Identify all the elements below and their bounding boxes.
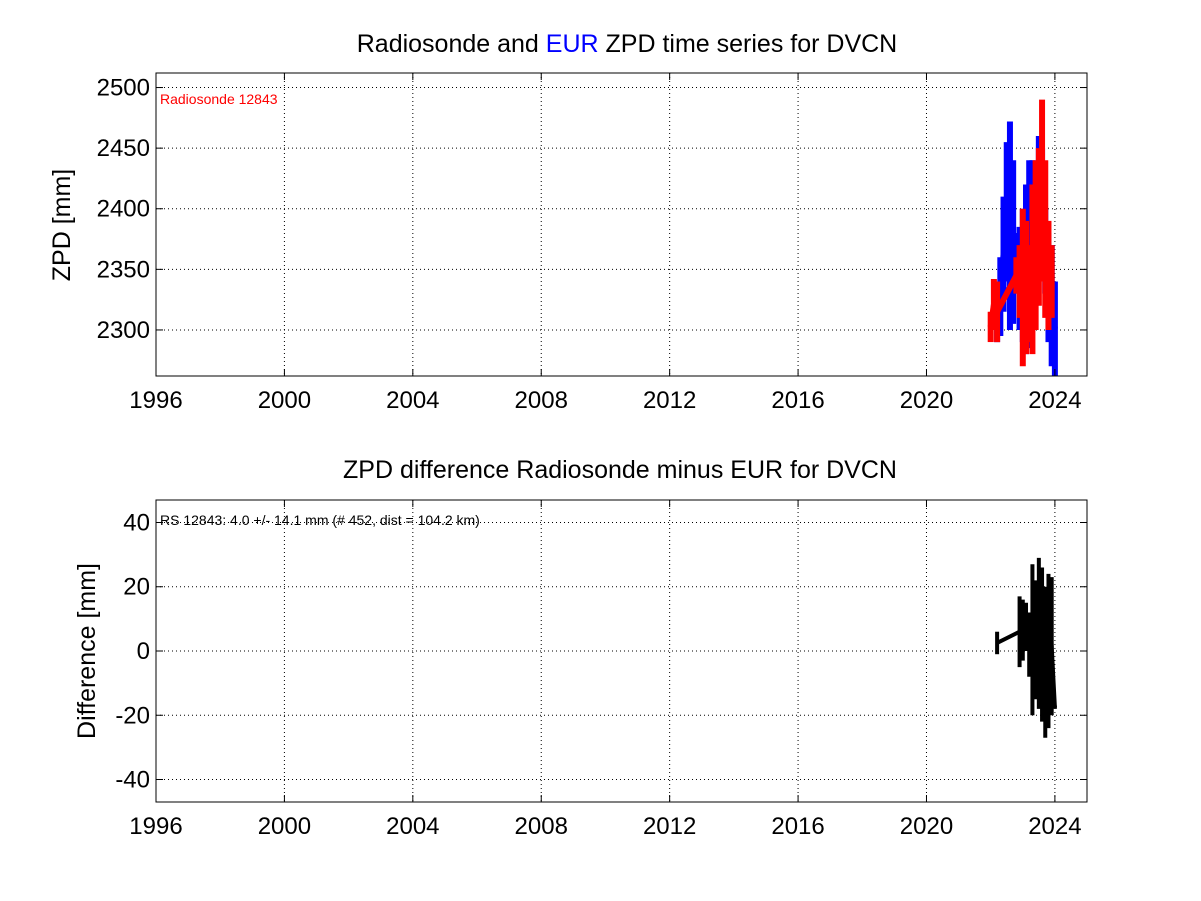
top-title-part-3: ZPD time series for DVCN [599,30,898,58]
top-y-tick-label: 2500 [97,75,150,102]
top-y-tick-label: 2400 [97,196,150,223]
top-y-tick-label: 2350 [97,256,150,283]
bottom-y-tick-label: 20 [123,574,150,601]
top-data [987,99,1058,376]
top-x-tick-label: 2024 [1028,387,1081,414]
top-x-tick-label: 2008 [515,387,568,414]
bottom-x-tick-label: 2000 [258,813,311,840]
bottom-y-tick-label: -40 [115,767,150,794]
bottom-x-tick-label: 2020 [900,813,953,840]
top-x-tick-label: 2020 [900,387,953,414]
bottom-y-tick-label: 40 [123,509,150,536]
bottom-x-tick-label: 2004 [386,813,439,840]
bottom-annotation: RS 12843: 4.0 +/- 14.1 mm (# 452, dist =… [160,512,480,528]
top-x-tick-label: 2012 [643,387,696,414]
bottom-chart-title: ZPD difference Radiosonde minus EUR for … [343,456,897,484]
bottom-x-tick-label: 2012 [643,813,696,840]
bottom-panel: ZPD difference Radiosonde minus EUR for … [73,456,1088,840]
bottom-title-part-1: ZPD difference Radiosonde minus EUR for … [343,456,897,484]
top-annotation: Radiosonde 12843 [160,91,278,107]
top-chart-title: Radiosonde and EUR ZPD time series for D… [357,30,898,58]
top-y-axis-label: ZPD [mm] [48,169,76,282]
bottom-x-tick-label: 2016 [771,813,824,840]
top-title-part-2: EUR [546,30,599,58]
bottom-x-tick-label: 2008 [515,813,568,840]
bottom-x-tick-label: 2024 [1028,813,1081,840]
bottom-data [995,557,1057,738]
top-title-part-1: Radiosonde and [357,30,546,58]
top-y-tick-label: 2450 [97,135,150,162]
top-plot-area [155,72,1088,377]
bottom-x-tick-label: 1996 [129,813,182,840]
bottom-y-tick-label: 0 [137,638,150,665]
top-y-tick-label: 2300 [97,317,150,344]
top-x-tick-label: 1996 [129,387,182,414]
bottom-y-tick-label: -20 [115,702,150,729]
top-x-tick-label: 2004 [386,387,439,414]
top-x-tick-label: 2016 [771,387,824,414]
bottom-ticks: 1996 2000 2004 2008 2012 2016 2020 2024 -40 -20 0 2… [115,500,1087,840]
top-panel: Radiosonde and EUR ZPD time series for D… [48,30,1088,414]
top-ticks: 1996 2000 2004 2008 2012 2016 2020 2024 2300 2350… [97,73,1087,414]
top-x-tick-label: 2000 [258,387,311,414]
bottom-y-axis-label: Difference [mm] [73,563,101,739]
